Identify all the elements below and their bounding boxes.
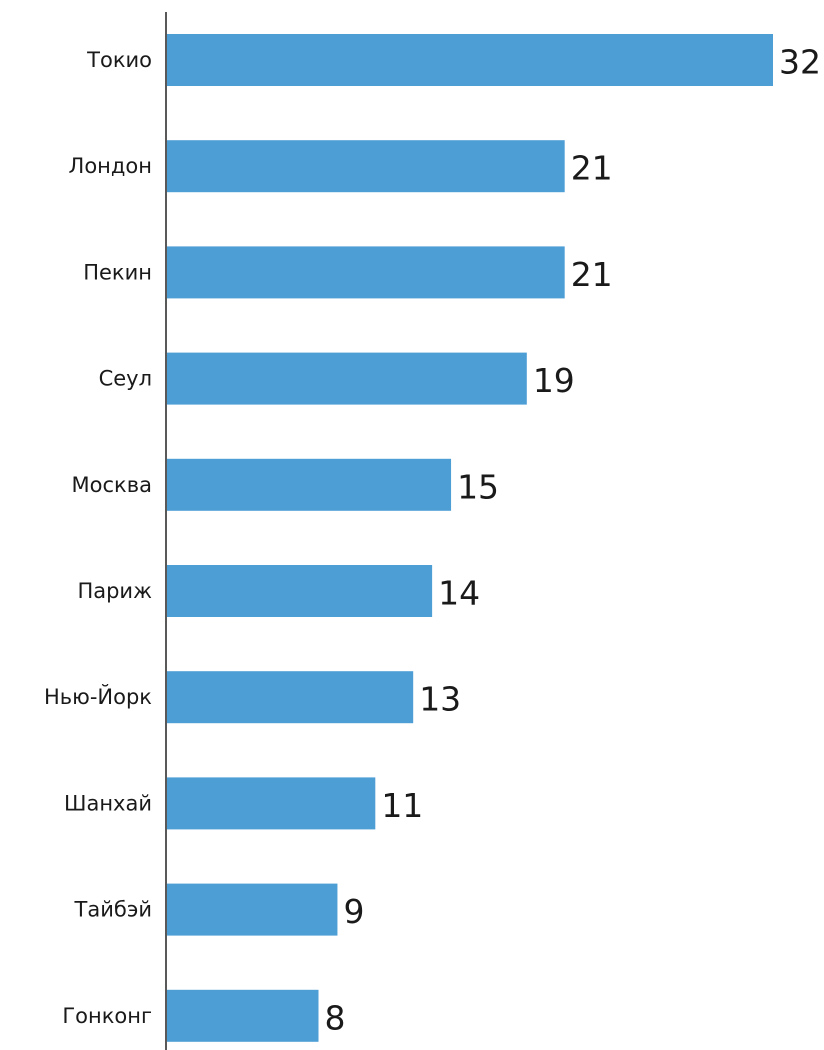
value-label: 8 [325, 998, 346, 1037]
bar [167, 989, 319, 1042]
bars-group [167, 34, 773, 1042]
bar [167, 671, 414, 724]
value-label: 11 [381, 786, 423, 825]
value-label: 9 [343, 892, 364, 931]
category-label: Нью-Йорк [44, 684, 152, 709]
bar [167, 458, 452, 511]
category-label: Москва [72, 473, 152, 497]
value-label: 15 [457, 467, 499, 506]
bar [167, 140, 565, 193]
value-label: 19 [533, 361, 575, 400]
category-label: Пекин [83, 260, 152, 284]
value-label: 14 [438, 574, 480, 613]
bar [167, 777, 376, 830]
category-label: Сеул [99, 367, 152, 391]
category-label: Париж [77, 579, 152, 603]
category-label: Шанхай [64, 791, 152, 815]
bar [167, 352, 527, 405]
category-label: Гонконг [62, 1004, 152, 1028]
value-labels-group: 32 21 21 19 15 14 13 11 9 8 [325, 43, 822, 1038]
bar [167, 883, 338, 936]
value-label: 21 [571, 149, 613, 188]
category-label: Лондон [69, 154, 152, 178]
value-label: 21 [571, 255, 613, 294]
category-label: Тайбэй [74, 898, 152, 922]
bar [167, 34, 773, 86]
value-label: 13 [419, 680, 461, 719]
value-label: 32 [779, 43, 821, 82]
category-label: Токио [86, 48, 152, 72]
bar [167, 246, 565, 299]
bar [167, 565, 433, 617]
category-labels-group: Токио Лондон Пекин Сеул Москва Париж Нью-Йорк Ш… [44, 48, 152, 1028]
